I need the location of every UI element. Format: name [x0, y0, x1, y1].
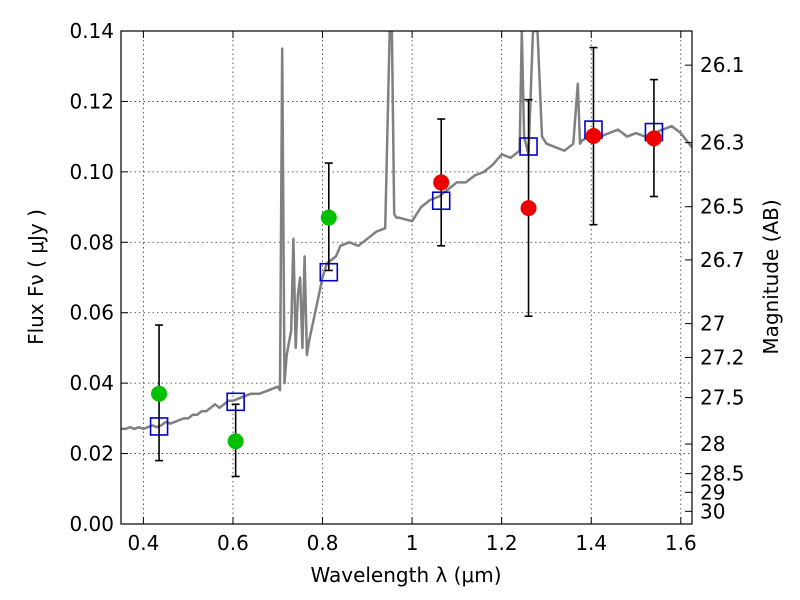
x-tick-label: 1.6: [665, 531, 697, 555]
y-tick-label: 0.08: [69, 230, 114, 254]
data-point: [645, 130, 662, 147]
magnitude-tick-label: 26.7: [700, 248, 745, 272]
x-tick-label: 0.4: [127, 531, 159, 555]
magnitude-tick-label: 26.1: [700, 53, 745, 77]
data-point: [520, 200, 537, 217]
right-axis-label: Magnitude (AB): [759, 199, 783, 354]
magnitude-tick-label: 26.3: [700, 131, 745, 155]
magnitude-tick-label: 27.5: [700, 386, 745, 410]
y-axis-label: Flux Fν ( μJy ): [24, 209, 48, 345]
data-point: [227, 433, 244, 450]
y-tick-label: 0.14: [69, 19, 114, 43]
x-tick-label: 0.6: [217, 531, 249, 555]
grid: [121, 30, 692, 525]
y-tick-label: 0.04: [69, 371, 114, 395]
magnitude-tick-label: 26.5: [700, 195, 745, 219]
magnitude-tick-label: 27: [700, 312, 725, 336]
y-tick-label: 0.12: [69, 89, 114, 113]
data-point: [151, 385, 168, 402]
axes: 0.4 0.6 0.8 1 1.2 1.4 1.6 0.00 0.02 0.04 0.06 0.08 0…: [69, 19, 744, 555]
x-tick-label: 1.2: [486, 531, 518, 555]
magnitude-tick-label: 30: [700, 499, 725, 523]
magnitude-tick-label: 27.2: [700, 345, 745, 369]
x-axis-label: Wavelength λ (μm): [310, 563, 501, 587]
plot-area: [121, 31, 692, 478]
data-point: [585, 127, 602, 144]
data-point: [433, 174, 450, 191]
spectrum-line: [121, 31, 692, 431]
y-tick-label: 0.00: [69, 512, 114, 536]
y-tick-label: 0.10: [69, 160, 114, 184]
x-tick-label: 1.4: [575, 531, 607, 555]
magnitude-tick-label: 28: [700, 432, 725, 456]
y-tick-label: 0.02: [69, 442, 114, 466]
plot-frame: [120, 30, 693, 525]
x-tick-label: 1: [406, 531, 419, 555]
data-point: [320, 209, 337, 226]
magnitude-tick-label: 28.5: [700, 462, 745, 486]
x-tick-label: 0.8: [307, 531, 339, 555]
y-tick-label: 0.06: [69, 301, 114, 325]
magnitude-tick-label: 29: [700, 480, 725, 504]
